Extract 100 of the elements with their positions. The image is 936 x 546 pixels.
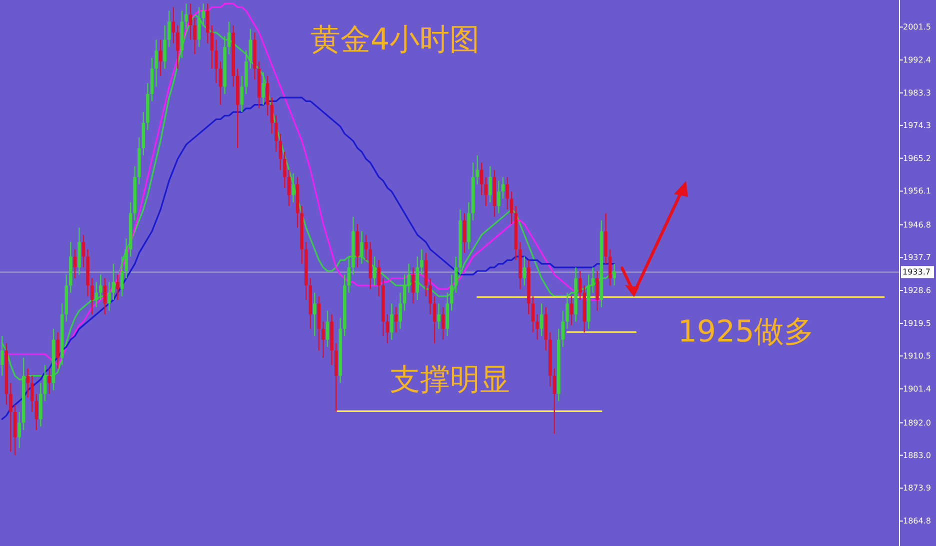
y-tick-label: 1873.9 xyxy=(903,484,931,493)
y-tick-label: 1956.1 xyxy=(903,186,931,196)
candlestick xyxy=(488,166,492,203)
candlestick xyxy=(454,256,458,294)
y-tick-label: 1974.3 xyxy=(903,120,931,130)
candlestick xyxy=(218,60,222,106)
candlestick xyxy=(266,75,270,116)
candlestick xyxy=(82,234,86,268)
candlestick xyxy=(552,368,556,434)
candlestick xyxy=(536,314,539,340)
candlestick xyxy=(420,248,424,276)
candlestick xyxy=(48,368,51,394)
candlestick xyxy=(240,75,244,113)
candlestick xyxy=(596,270,599,312)
candlestick xyxy=(193,17,196,55)
candlestick xyxy=(227,21,231,55)
y-tick-label: 1883.0 xyxy=(903,450,931,460)
candlestick xyxy=(56,332,60,370)
candlestick xyxy=(18,411,21,449)
ref-line-label: 1933.7 xyxy=(902,268,930,277)
candlestick xyxy=(176,24,180,70)
annotation: 黄金4小时图 xyxy=(310,22,480,58)
y-tick-label: 1901.4 xyxy=(903,384,931,394)
candlestick xyxy=(432,296,436,344)
candlestick xyxy=(103,278,107,315)
candlestick xyxy=(248,28,252,70)
candlestick xyxy=(360,230,364,264)
candlestick xyxy=(0,335,4,376)
candlestick xyxy=(163,24,166,70)
candlestick xyxy=(428,278,432,315)
candlestick xyxy=(120,256,124,297)
candlestick xyxy=(612,263,616,286)
candlestick xyxy=(407,263,410,294)
y-tick-label: 1983.3 xyxy=(903,88,931,98)
candlestick xyxy=(188,3,192,40)
candlestick xyxy=(591,266,595,294)
candlestick xyxy=(347,256,351,294)
candlestick xyxy=(202,3,205,26)
candlestick xyxy=(531,296,535,334)
candlestick xyxy=(386,314,390,344)
candlestick xyxy=(313,292,316,337)
candlestick xyxy=(322,321,325,358)
candlestick xyxy=(116,274,120,301)
candlestick xyxy=(30,375,34,413)
y-tick-label: 1864.8 xyxy=(903,516,931,526)
candlestick xyxy=(390,302,394,340)
candlestick xyxy=(90,278,94,315)
candlestick xyxy=(34,393,38,431)
candlestick xyxy=(566,292,569,330)
candlestick xyxy=(608,248,612,286)
candlestick xyxy=(411,266,415,304)
candlestick xyxy=(172,6,176,44)
y-tick-label: 1919.5 xyxy=(903,318,931,328)
candlestick xyxy=(398,292,402,330)
candlestick xyxy=(540,302,544,337)
candlestick xyxy=(167,10,171,48)
y-tick-label: 1992.4 xyxy=(903,55,931,64)
candlestick xyxy=(570,296,574,326)
candlestick xyxy=(561,310,565,348)
candlestick xyxy=(510,190,514,225)
candlestick xyxy=(9,382,12,452)
candlestick xyxy=(480,162,484,196)
annotation: 支撑明显 xyxy=(390,362,510,398)
candlestick xyxy=(326,310,330,348)
annotation: 1925做多 xyxy=(678,314,814,350)
candlestick xyxy=(73,248,77,279)
candlestick xyxy=(43,364,47,402)
candlestick xyxy=(210,24,214,70)
candlestick xyxy=(450,274,454,312)
y-tick-label: 1928.6 xyxy=(903,286,931,296)
y-tick-label: 1910.5 xyxy=(903,351,931,360)
y-tick-label: 1937.7 xyxy=(903,253,931,262)
candlestick xyxy=(26,368,30,398)
candlestick xyxy=(287,169,291,207)
candlestick xyxy=(108,281,111,312)
candlestick xyxy=(283,151,286,188)
candlestick xyxy=(506,176,509,210)
candlestick xyxy=(462,212,466,254)
candlestick xyxy=(274,115,278,152)
candlestick xyxy=(377,260,380,297)
candlestick xyxy=(292,172,295,203)
candlestick xyxy=(154,39,158,88)
candlestick xyxy=(184,3,188,30)
y-tick-label: 1965.2 xyxy=(903,154,931,163)
y-tick-label: 1946.8 xyxy=(903,220,931,230)
y-tick-label: 1892.0 xyxy=(903,418,931,428)
candlestick xyxy=(214,39,218,84)
candlestick xyxy=(94,281,98,308)
candlestick xyxy=(476,154,479,185)
candlestick xyxy=(262,72,265,106)
candlestick xyxy=(270,96,274,134)
candlestick xyxy=(364,234,368,261)
candlestick xyxy=(124,238,128,279)
candlestick xyxy=(402,274,406,312)
candlestick xyxy=(497,180,500,214)
candlestick xyxy=(206,3,210,44)
candlestick xyxy=(197,6,201,48)
candlestick xyxy=(158,39,162,76)
y-tick-label: 2001.5 xyxy=(903,22,931,32)
candlestick xyxy=(437,302,440,330)
